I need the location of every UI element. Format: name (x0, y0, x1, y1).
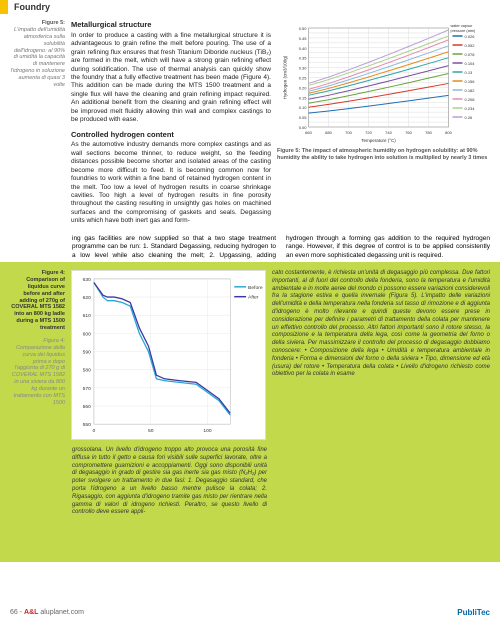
para-metallurgical: In order to produce a casting with a fin… (71, 32, 271, 125)
svg-text:0: 0 (93, 428, 96, 434)
svg-text:560: 560 (83, 404, 91, 410)
figure5-chart: 0.000.050.100.150.200.250.300.350.400.45… (277, 20, 490, 145)
footer-publisher: PubliTec (457, 608, 490, 617)
svg-text:0.15: 0.15 (299, 95, 308, 100)
footer-brand-a: A&L (24, 609, 38, 616)
fig5-cap-text: L'impatto dell'umidità atmosferica sulla… (10, 27, 65, 89)
green-panel: Figure 4: Comparison of liquidus curve b… (0, 262, 500, 562)
svg-text:0.13: 0.13 (465, 70, 474, 75)
svg-text:0.05: 0.05 (299, 115, 308, 120)
figure4-side-caption: Figure 4: Comparison of liquidus curve b… (10, 270, 65, 554)
svg-text:50: 50 (148, 428, 154, 434)
footer-left: 66 - A&L aluplanet.com (10, 609, 84, 616)
svg-text:630: 630 (83, 277, 91, 283)
svg-text:680: 680 (325, 130, 332, 135)
svg-text:780: 780 (425, 130, 432, 135)
footer-brand-b: aluplanet.com (40, 609, 84, 616)
svg-text:800: 800 (445, 130, 452, 135)
top-section: Figure 5: L'impatto dell'umidità atmosfe… (0, 14, 500, 235)
svg-text:700: 700 (345, 130, 352, 135)
svg-text:620: 620 (83, 295, 91, 301)
svg-text:550: 550 (83, 422, 91, 428)
svg-text:760: 760 (405, 130, 412, 135)
svg-text:0.078: 0.078 (465, 52, 476, 57)
svg-text:After: After (248, 295, 259, 301)
green-text-left: grossolana. Un livello d'idrogeno troppo… (72, 447, 267, 517)
svg-text:water vapour: water vapour (451, 24, 474, 28)
svg-text:720: 720 (365, 130, 372, 135)
fig4-cap-title-en: Figure 4: (10, 270, 65, 277)
figure4-chart: 550 560 570 580 590 600 610 620 630 0 50 100 Before A… (71, 270, 266, 440)
svg-text:0.40: 0.40 (299, 46, 308, 51)
svg-text:pressure (atm): pressure (atm) (451, 29, 476, 33)
svg-text:740: 740 (385, 130, 392, 135)
svg-text:Temperature (°C): Temperature (°C) (361, 138, 396, 143)
header-bar: Foundry (0, 0, 500, 14)
svg-text:580: 580 (83, 368, 91, 374)
svg-text:590: 590 (83, 350, 91, 356)
svg-text:0.156: 0.156 (465, 79, 476, 84)
fig4-cap-title-it: Figura 4: (10, 338, 65, 345)
section-title: Foundry (14, 2, 50, 12)
svg-text:Before: Before (248, 285, 263, 291)
para-hydrogen: As the automotive industry demands more … (71, 141, 271, 225)
svg-text:0.30: 0.30 (299, 66, 308, 71)
page-footer: 66 - A&L aluplanet.com PubliTec (0, 608, 500, 617)
fig4-cap-text-en: Comparison of liquidus curve before and … (10, 277, 65, 332)
svg-text:0.26: 0.26 (465, 115, 474, 120)
figure5-side-caption: Figure 5: L'impatto dell'umidità atmosfe… (10, 20, 65, 231)
svg-text:0.234: 0.234 (465, 106, 476, 111)
svg-text:100: 100 (203, 428, 211, 434)
svg-text:570: 570 (83, 386, 91, 392)
svg-text:0.052: 0.052 (465, 43, 476, 48)
svg-text:0.35: 0.35 (299, 56, 308, 61)
svg-text:660: 660 (305, 130, 312, 135)
green-text-right: cato costantemente, è richiesta un'unità… (272, 270, 490, 554)
heading-hydrogen: Controlled hydrogen content (71, 130, 271, 140)
svg-text:0.208: 0.208 (465, 97, 476, 102)
svg-text:0.45: 0.45 (299, 36, 308, 41)
svg-text:0.182: 0.182 (465, 88, 476, 93)
svg-text:Hydrogen (cm3/100g): Hydrogen (cm3/100g) (283, 55, 288, 99)
page-number: 66 - (10, 609, 22, 616)
figure5-container: 0.000.050.100.150.200.250.300.350.400.45… (277, 20, 490, 231)
svg-text:0.10: 0.10 (299, 105, 308, 110)
figure5-caption: Figure 5: The impact of atmospheric humi… (277, 148, 490, 161)
svg-text:0.50: 0.50 (299, 26, 308, 31)
yellow-accent (0, 0, 8, 14)
svg-text:0.104: 0.104 (465, 61, 476, 66)
article-body: Metallurgical structure In order to prod… (71, 20, 271, 231)
fig5-cap-title: Figure 5: (10, 20, 65, 27)
heading-metallurgical: Metallurgical structure (71, 20, 271, 30)
svg-text:0.25: 0.25 (299, 76, 308, 81)
svg-text:600: 600 (83, 331, 91, 337)
mid-paragraph: ing gas facilities are now supplied so t… (0, 235, 500, 262)
fig4-cap-text-it: Comparazione della curva dei liquidus pr… (10, 345, 65, 407)
svg-text:0.20: 0.20 (299, 85, 308, 90)
svg-text:610: 610 (83, 313, 91, 319)
svg-text:0.026: 0.026 (465, 34, 476, 39)
